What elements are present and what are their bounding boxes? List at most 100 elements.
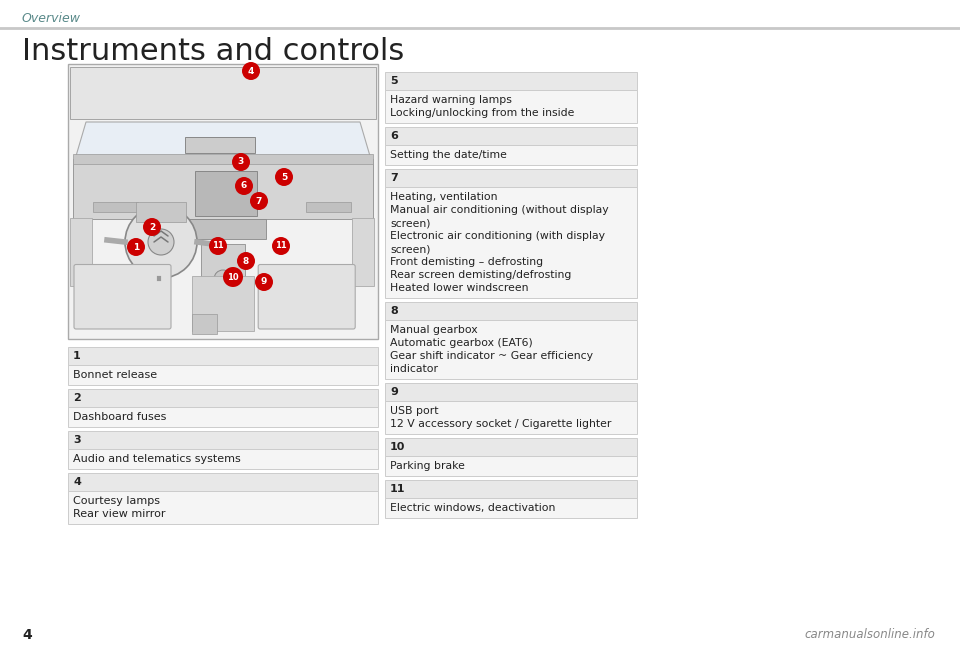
Text: screen): screen): [390, 244, 430, 254]
FancyBboxPatch shape: [306, 202, 351, 212]
Circle shape: [223, 267, 243, 287]
Circle shape: [250, 192, 268, 210]
Circle shape: [125, 206, 197, 278]
Text: 9: 9: [390, 387, 397, 397]
FancyBboxPatch shape: [195, 171, 257, 216]
Text: Dashboard fuses: Dashboard fuses: [73, 412, 166, 422]
FancyBboxPatch shape: [73, 154, 373, 164]
Text: 9: 9: [261, 278, 267, 286]
Circle shape: [275, 168, 293, 186]
FancyBboxPatch shape: [192, 276, 254, 331]
Text: Electronic air conditioning (with display: Electronic air conditioning (with displa…: [390, 231, 605, 241]
FancyBboxPatch shape: [68, 431, 378, 449]
Text: Hazard warning lamps: Hazard warning lamps: [390, 95, 512, 105]
Text: carmanualsonline.info: carmanualsonline.info: [804, 628, 935, 641]
FancyBboxPatch shape: [186, 219, 267, 239]
FancyBboxPatch shape: [68, 449, 378, 469]
FancyBboxPatch shape: [385, 401, 637, 434]
Text: screen): screen): [390, 218, 430, 228]
FancyBboxPatch shape: [184, 137, 255, 153]
Polygon shape: [76, 122, 370, 156]
FancyBboxPatch shape: [73, 159, 373, 219]
Text: 2: 2: [149, 223, 156, 232]
FancyBboxPatch shape: [385, 302, 637, 320]
Text: 3: 3: [73, 435, 81, 445]
Text: Rear screen demisting/defrosting: Rear screen demisting/defrosting: [390, 270, 571, 280]
Text: 11: 11: [276, 241, 287, 251]
FancyBboxPatch shape: [68, 407, 378, 427]
FancyBboxPatch shape: [385, 320, 637, 379]
Text: 10: 10: [390, 442, 405, 452]
Text: Electric windows, deactivation: Electric windows, deactivation: [390, 503, 556, 513]
Text: 11: 11: [390, 484, 405, 494]
FancyBboxPatch shape: [68, 491, 378, 524]
Text: Rear view mirror: Rear view mirror: [73, 509, 165, 519]
FancyBboxPatch shape: [202, 244, 245, 319]
FancyBboxPatch shape: [385, 383, 637, 401]
Text: Bonnet release: Bonnet release: [73, 370, 157, 380]
FancyBboxPatch shape: [70, 67, 376, 119]
Text: 3: 3: [238, 158, 244, 167]
Text: Parking brake: Parking brake: [390, 461, 465, 471]
FancyBboxPatch shape: [385, 480, 637, 498]
Text: 5: 5: [281, 173, 287, 182]
Text: Setting the date/time: Setting the date/time: [390, 150, 507, 160]
Text: Heating, ventilation: Heating, ventilation: [390, 192, 497, 202]
Circle shape: [255, 273, 273, 291]
FancyBboxPatch shape: [385, 127, 637, 145]
Text: 7: 7: [390, 173, 397, 183]
FancyBboxPatch shape: [68, 347, 378, 365]
Text: 5: 5: [390, 76, 397, 86]
Circle shape: [127, 238, 145, 256]
Text: 4: 4: [22, 628, 32, 642]
FancyBboxPatch shape: [385, 169, 637, 187]
Text: 6: 6: [390, 131, 397, 141]
Text: 4: 4: [73, 477, 81, 487]
FancyBboxPatch shape: [70, 218, 92, 286]
Text: 2: 2: [73, 393, 81, 403]
Text: Courtesy lamps: Courtesy lamps: [73, 496, 160, 506]
FancyBboxPatch shape: [74, 265, 171, 329]
Text: 4: 4: [248, 66, 254, 75]
Circle shape: [143, 218, 161, 236]
Text: Front demisting – defrosting: Front demisting – defrosting: [390, 257, 543, 267]
Circle shape: [242, 62, 260, 80]
FancyBboxPatch shape: [93, 202, 138, 212]
Text: 1: 1: [73, 351, 81, 361]
Circle shape: [235, 177, 253, 195]
Circle shape: [237, 252, 255, 270]
Text: 12 V accessory socket / Cigarette lighter: 12 V accessory socket / Cigarette lighte…: [390, 419, 612, 429]
Text: Instruments and controls: Instruments and controls: [22, 38, 404, 66]
FancyBboxPatch shape: [68, 389, 378, 407]
Text: Locking/unlocking from the inside: Locking/unlocking from the inside: [390, 108, 574, 118]
FancyBboxPatch shape: [385, 498, 637, 518]
Text: Heated lower windscreen: Heated lower windscreen: [390, 283, 529, 293]
Text: indicator: indicator: [390, 364, 438, 374]
Text: 7: 7: [255, 197, 262, 206]
FancyBboxPatch shape: [68, 64, 378, 339]
Text: Gear shift indicator ~ Gear efficiency: Gear shift indicator ~ Gear efficiency: [390, 351, 593, 361]
Circle shape: [232, 153, 250, 171]
Text: 8: 8: [243, 256, 250, 265]
FancyBboxPatch shape: [385, 72, 637, 90]
Text: Automatic gearbox (EAT6): Automatic gearbox (EAT6): [390, 338, 533, 348]
Text: Manual gearbox: Manual gearbox: [390, 325, 478, 335]
FancyBboxPatch shape: [385, 187, 637, 298]
FancyBboxPatch shape: [68, 365, 378, 385]
Text: 1: 1: [132, 243, 139, 252]
Circle shape: [272, 237, 290, 255]
Circle shape: [214, 270, 232, 288]
FancyBboxPatch shape: [136, 202, 186, 222]
FancyBboxPatch shape: [68, 473, 378, 491]
FancyBboxPatch shape: [352, 218, 374, 286]
FancyBboxPatch shape: [385, 456, 637, 476]
Text: 8: 8: [390, 306, 397, 316]
Text: 10: 10: [228, 273, 239, 282]
Circle shape: [209, 237, 227, 255]
FancyBboxPatch shape: [192, 314, 217, 334]
Text: 6: 6: [241, 182, 247, 191]
FancyBboxPatch shape: [258, 265, 355, 329]
Text: Overview: Overview: [22, 12, 81, 25]
Text: 11: 11: [212, 241, 224, 251]
Text: Manual air conditioning (without display: Manual air conditioning (without display: [390, 205, 609, 215]
